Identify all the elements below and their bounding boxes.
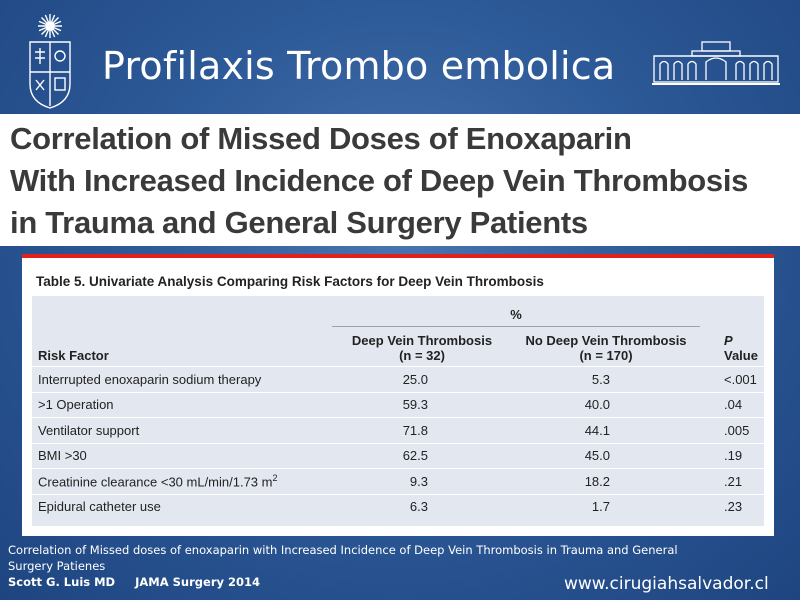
- citation-line: Surgery Patienes: [8, 559, 106, 573]
- table-row: Epidural catheter use 6.3 1.7 .23: [32, 493, 764, 519]
- paper-title-line: With Increased Incidence of Deep Vein Th…: [10, 163, 749, 198]
- table-row: >1 Operation 59.3 40.0 .04: [32, 391, 764, 418]
- risk-factor-cell: Interrupted enoxaparin sodium therapy: [32, 366, 332, 392]
- table-accent-bar: [22, 254, 774, 258]
- column-header-no-dvt-n: (n = 170): [579, 348, 633, 363]
- paper-title-line: in Trauma and General Surgery Patients: [10, 205, 588, 240]
- p-italic-label: P: [724, 333, 733, 348]
- column-header-dvt-n: (n = 32): [399, 348, 445, 363]
- no-dvt-percent-cell: 44.1: [512, 417, 700, 443]
- citation-author-line: Scott G. Luis MD JAMA Surgery 2014: [8, 575, 261, 589]
- table-area: % Risk Factor Deep Vein Thrombosis (n = …: [32, 296, 764, 526]
- table-figure: Table 5. Univariate Analysis Comparing R…: [22, 254, 774, 536]
- slide-title: Profilaxis Trombo embolica: [102, 44, 616, 88]
- risk-factor-cell: BMI >30: [32, 442, 332, 469]
- percent-group-header: %: [332, 296, 700, 327]
- table-row: Ventilator support 71.8 44.1 .005: [32, 417, 764, 443]
- superscript-exponent: 2: [272, 473, 278, 484]
- column-header-dvt-title: Deep Vein Thrombosis: [351, 333, 493, 348]
- p-value-cell: .21: [700, 468, 764, 494]
- dvt-percent-cell: 59.3: [332, 391, 512, 418]
- risk-factor-text: Creatinine clearance <30 mL/min/1.73 m: [38, 474, 273, 490]
- dvt-percent-cell: 25.0: [332, 366, 512, 392]
- p-value-cell: .005: [700, 417, 764, 443]
- risk-factor-cell: Epidural catheter use: [32, 493, 332, 519]
- column-header-no-dvt-title: No Deep Vein Thrombosis: [525, 333, 687, 348]
- p-value-cell: .23: [700, 493, 764, 519]
- p-value-cell: .04: [700, 391, 764, 418]
- dvt-percent-cell: 71.8: [332, 417, 512, 443]
- table-group-header-row: %: [32, 296, 764, 327]
- no-dvt-percent-cell: 40.0: [512, 391, 700, 418]
- dvt-percent-cell: 6.3: [332, 493, 512, 519]
- p-value-suffix: Value: [724, 348, 758, 363]
- table-row: Interrupted enoxaparin sodium therapy 25…: [32, 366, 764, 392]
- citation-block: Correlation of Missed doses of enoxapari…: [8, 542, 768, 590]
- table-caption: Table 5. Univariate Analysis Comparing R…: [36, 274, 544, 289]
- column-header-p-value: P Value: [700, 327, 764, 367]
- website-url: www.cirugiahsalvador.cl: [564, 574, 769, 594]
- table-row: Creatinine clearance <30 mL/min/1.73 m2 …: [32, 468, 764, 494]
- risk-factor-cell: Ventilator support: [32, 417, 332, 443]
- p-value-cell: .19: [700, 442, 764, 469]
- risk-factor-cell: Creatinine clearance <30 mL/min/1.73 m2: [32, 468, 332, 494]
- no-dvt-percent-cell: 18.2: [512, 468, 700, 494]
- no-dvt-percent-cell: 5.3: [512, 366, 700, 392]
- dvt-percent-cell: 62.5: [332, 442, 512, 469]
- p-value-cell: <.001: [700, 366, 764, 392]
- no-dvt-percent-cell: 1.7: [512, 493, 700, 519]
- dvt-percent-cell: 9.3: [332, 468, 512, 494]
- paper-title-line: Correlation of Missed Doses of Enoxapari…: [10, 121, 632, 156]
- column-header-dvt: Deep Vein Thrombosis (n = 32): [332, 327, 512, 367]
- risk-factor-table: % Risk Factor Deep Vein Thrombosis (n = …: [32, 296, 764, 519]
- no-dvt-percent-cell: 45.0: [512, 442, 700, 469]
- paper-title-banner: Correlation of Missed Doses of Enoxapari…: [0, 114, 800, 246]
- column-header-risk-factor: Risk Factor: [38, 348, 109, 363]
- column-header-no-dvt: No Deep Vein Thrombosis (n = 170): [512, 327, 700, 367]
- hospital-building-icon: [652, 41, 780, 85]
- table-header-row: Risk Factor Deep Vein Thrombosis (n = 32…: [32, 327, 764, 367]
- table-row: BMI >30 62.5 45.0 .19: [32, 442, 764, 469]
- risk-factor-cell: >1 Operation: [32, 391, 332, 418]
- paper-title: Correlation of Missed Doses of Enoxapari…: [10, 118, 748, 244]
- citation-line: Correlation of Missed doses of enoxapari…: [8, 543, 678, 557]
- university-crest-icon: [29, 14, 71, 109]
